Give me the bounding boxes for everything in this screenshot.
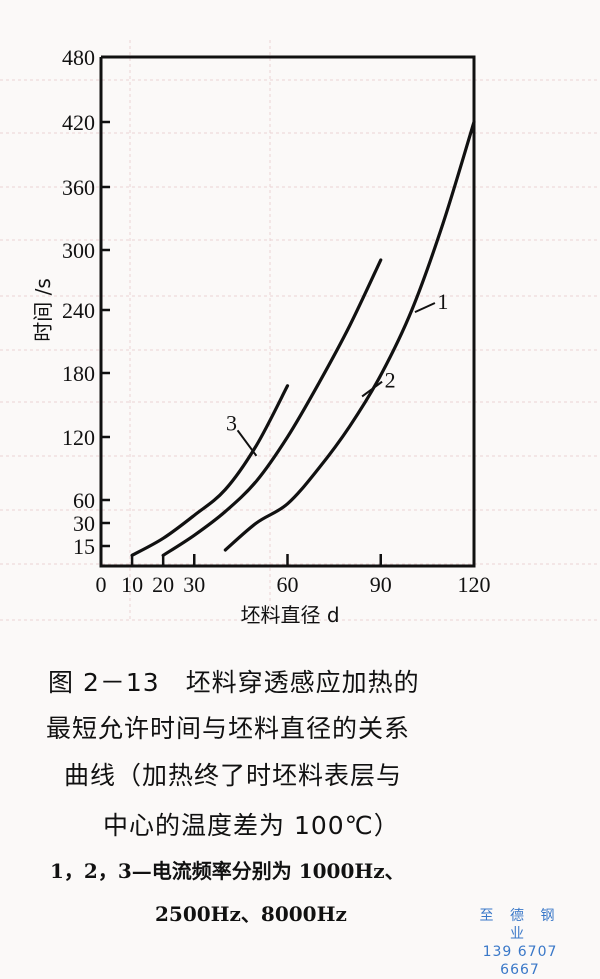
- figure-caption-line-4: 中心的温度差为 100℃）: [103, 811, 400, 840]
- curve-3: [130, 384, 290, 557]
- figure-caption-line-3: 曲线（加热终了时坯料表层与: [64, 761, 403, 790]
- watermark-name: 至 德 钢 业: [479, 908, 561, 942]
- y-tick-label: 15: [73, 534, 95, 559]
- y-tick-label: 120: [62, 425, 95, 450]
- y-tick-label: 360: [62, 175, 95, 200]
- series-leader-line: [414, 302, 436, 314]
- x-tick-label: 60: [277, 572, 299, 597]
- figure-note-line-2: 2500Hz、8000Hz: [155, 902, 347, 926]
- series-label-1: 1: [437, 289, 448, 314]
- x-tick-label: 0: [96, 572, 107, 597]
- watermark: 至 德 钢 业 139 6707 6667: [465, 907, 575, 979]
- series-label-3: 3: [226, 410, 237, 435]
- x-tick-label: 30: [183, 572, 205, 597]
- book-page: 15 30 60 120 180 240 300 360 420 480 0 10 20 30 60 90 12…: [0, 40, 600, 978]
- figure-caption-line-1: 图 2－13 坯料穿透感应加热的: [48, 668, 420, 697]
- y-tick-label: 60: [73, 488, 95, 513]
- figure-caption-line-2: 最短允许时间与坯料直径的关系: [46, 714, 411, 743]
- curve-1: [223, 120, 476, 552]
- y-tick-label: 480: [62, 45, 95, 70]
- x-tick-label: 10: [121, 572, 143, 597]
- plot-frame: [99, 55, 476, 568]
- x-axis-title: 坯料直径 d: [240, 603, 339, 627]
- y-tick-label: 300: [62, 238, 95, 263]
- x-tick-label: 90: [370, 572, 392, 597]
- x-tick-label: 20: [152, 572, 174, 597]
- y-axis-title: 时间 /s: [31, 278, 55, 342]
- y-tick-label: 420: [62, 110, 95, 135]
- x-tick-label: 120: [458, 572, 491, 597]
- figure-note-line-1: 1，2，3—电流频率分别为 1000Hz、: [50, 859, 405, 883]
- watermark-phone: 139 6707 6667: [482, 944, 558, 978]
- y-tick-label: 30: [73, 511, 95, 536]
- y-tick-label: 240: [62, 298, 95, 323]
- series-leader-line: [236, 429, 258, 457]
- y-tick-label: 180: [62, 361, 95, 386]
- series-label-2: 2: [385, 368, 396, 393]
- series-leader-line: [361, 380, 383, 398]
- curve-2: [161, 258, 383, 557]
